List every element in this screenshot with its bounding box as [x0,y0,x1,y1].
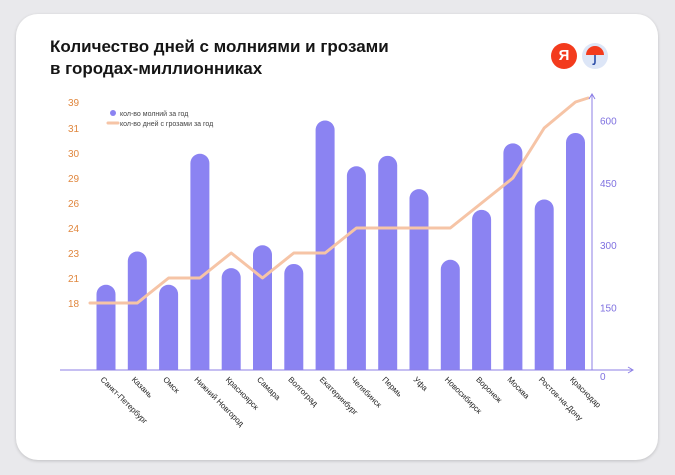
bar [472,209,492,380]
bar-baseline-mask [60,370,620,382]
bar [159,284,179,380]
left-axis-ticks: 39 31 30 29 26 24 23 21 18 [68,98,80,310]
chart-title-line-1: Количество дней с молниями и грозами [50,37,389,56]
legend-label-bars: кол-во молний за год [120,110,188,118]
bar [284,263,304,380]
right-axis-tick-label: 0 [600,372,606,383]
bar [409,189,429,380]
left-axis-tick-label: 30 [68,149,80,160]
bar [96,284,116,380]
bar [221,268,241,380]
right-axis-tick-label: 450 [600,179,617,190]
axes [60,93,634,374]
bar [566,132,585,380]
right-axis-ticks: 0 150 300 450 600 [600,116,617,383]
right-axis-tick-label: 300 [600,241,617,252]
left-axis-tick-label: 23 [68,249,80,260]
weather-umbrella-icon [582,43,608,69]
left-axis-tick-label: 24 [68,224,80,235]
line-path [88,96,590,305]
bar [315,120,335,380]
bar [346,166,366,380]
yandex-logo-icon: Я [551,43,577,69]
right-axis-tick-label: 600 [600,116,617,127]
bar [378,155,398,380]
bar-series [60,120,620,382]
bar [127,251,147,380]
left-axis-tick-label: 26 [68,199,80,210]
bar [440,259,460,380]
left-axis-tick-label: 21 [68,274,80,285]
bar [190,153,210,380]
bar [503,143,523,380]
x-axis-arrow [627,366,634,374]
left-axis-tick-label: 31 [68,124,80,135]
chart-title-line-2: в городах-миллионниках [50,59,263,78]
legend: кол-во молний за год кол-во дней с грозам… [106,110,213,128]
legend-marker-bars [110,110,116,116]
left-axis-tick-label: 39 [68,98,80,109]
legend-label-line: кол-во дней с грозами за год [120,120,213,128]
bar [253,245,272,380]
left-axis-tick-label: 18 [68,299,80,310]
left-axis-tick-label: 29 [68,174,80,185]
right-axis-arrow [588,93,596,100]
chart-title: Количество дней с молниями и грозами в г… [50,36,470,80]
line-series [88,96,590,305]
bar [534,199,554,380]
right-axis-tick-label: 150 [600,304,617,315]
